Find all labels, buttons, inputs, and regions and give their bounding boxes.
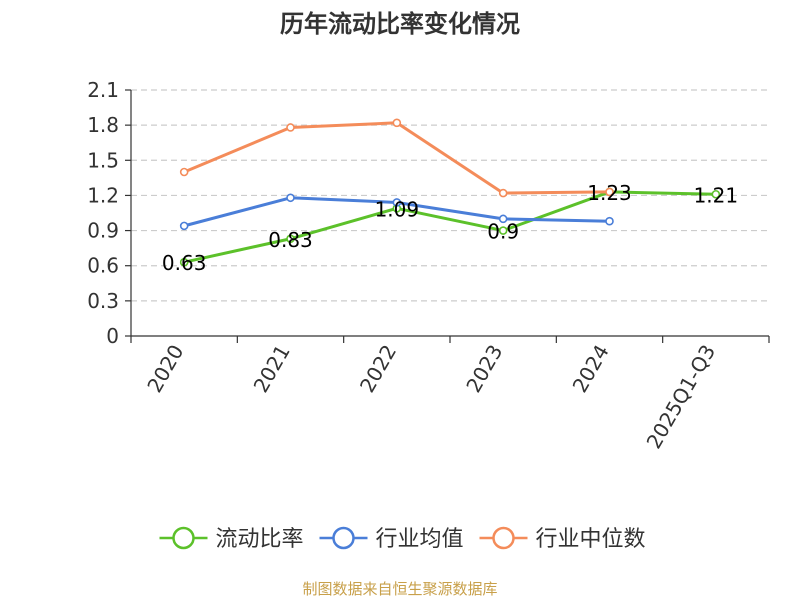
data-point (286, 193, 295, 203)
x-tick-label: 2024 (568, 341, 614, 397)
series-lines (179, 118, 721, 267)
legend-label: 流动比率 (216, 527, 304, 552)
data-label: 0.9 (487, 220, 519, 244)
data-label: 0.63 (162, 251, 207, 275)
data-labels: 0.63 0.83 1.09 0.9 1.23 1.21 (162, 181, 738, 275)
data-label: 1.21 (694, 183, 739, 207)
data-point (286, 123, 295, 132)
source-note: 制图数据来自恒生聚源数据库 (302, 580, 498, 598)
legend-label: 行业均值 (376, 527, 464, 552)
data-label: 1.09 (375, 197, 420, 221)
data-point (179, 221, 189, 231)
series-line (183, 190, 716, 264)
y-tick-label: 1.2 (87, 183, 119, 207)
data-label: 1.23 (587, 181, 632, 205)
legend-marker-icon (492, 526, 515, 550)
y-tick-label: 1.8 (87, 113, 119, 137)
data-point (605, 216, 614, 226)
y-tick-label: 0.9 (87, 219, 119, 243)
data-point (392, 118, 402, 128)
legend-label: 行业中位数 (536, 527, 646, 552)
legend-item: 行业均值 (319, 526, 464, 552)
x-tick-label: 2021 (249, 341, 295, 397)
legend-item: 行业中位数 (479, 526, 646, 552)
y-tick-label: 0 (106, 324, 119, 348)
x-tick-label: 2022 (355, 341, 401, 397)
legend-item: 流动比率 (159, 526, 304, 552)
data-point (711, 189, 721, 199)
data-point (392, 198, 402, 207)
data-point (286, 234, 295, 244)
x-tick-label: 2025Q1-Q3 (641, 341, 720, 453)
grid-lines (131, 89, 769, 302)
data-point (498, 188, 508, 198)
data-point (179, 167, 189, 177)
legend: 流动比率 行业均值 行业中位数 (159, 526, 646, 552)
y-tick-label: 0.3 (87, 289, 119, 313)
y-tick-label: 2.1 (87, 78, 119, 102)
x-tick-label: 2023 (461, 340, 507, 396)
chart-title: 历年流动比率变化情况 (280, 10, 520, 38)
data-point (498, 214, 508, 224)
data-point (605, 187, 614, 197)
data-label: 0.83 (268, 228, 313, 252)
legend-marker-icon (172, 526, 195, 550)
series-line (183, 121, 610, 195)
data-point (498, 226, 508, 235)
legend-marker-icon (332, 526, 355, 550)
y-tick-label: 1.5 (87, 148, 119, 172)
x-tick-label: 2020 (142, 341, 188, 397)
y-tick-label: 0.6 (87, 254, 119, 278)
data-point (179, 257, 189, 267)
